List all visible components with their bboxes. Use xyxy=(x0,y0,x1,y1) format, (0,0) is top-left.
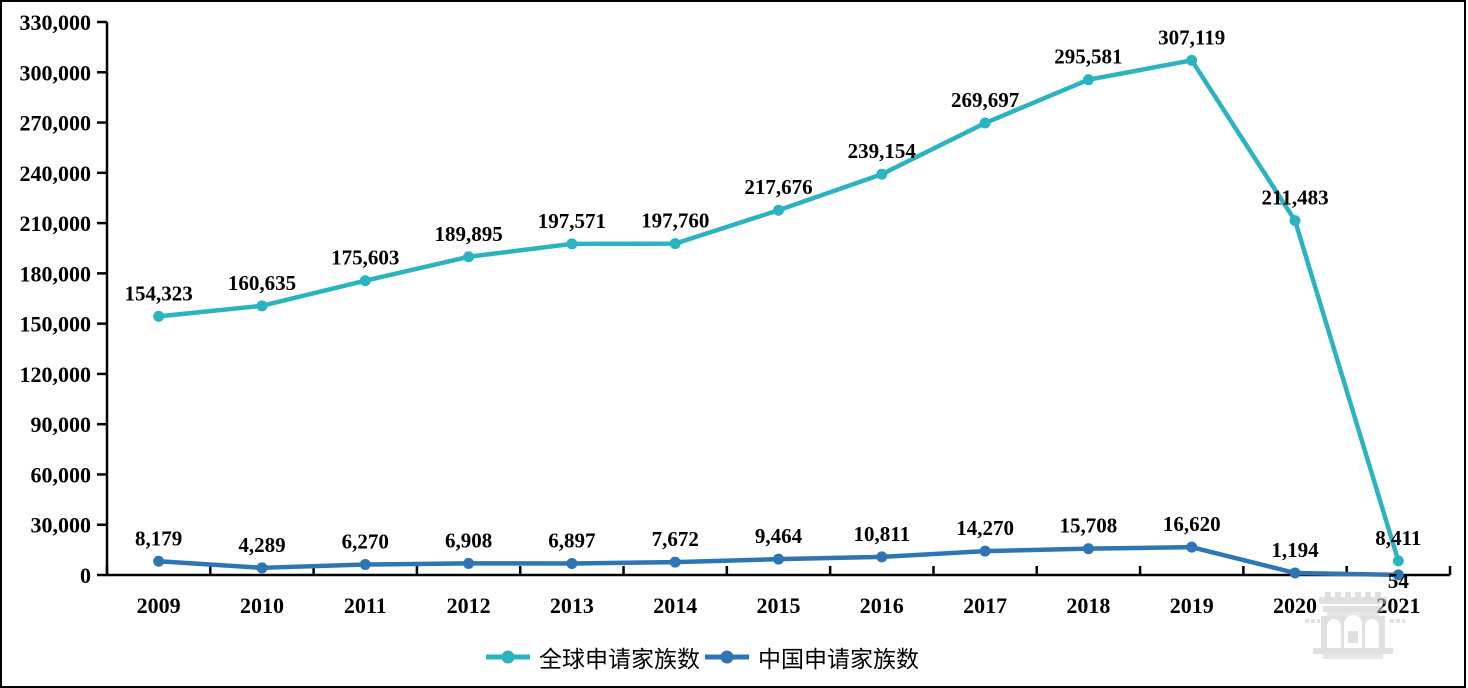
legend-item-china: 中国申请家族数 xyxy=(704,640,919,674)
data-point-marker xyxy=(773,204,784,216)
data-point-label: 160,635 xyxy=(228,271,296,295)
data-point-label: 1,194 xyxy=(1271,538,1319,562)
x-tick-label: 2020 xyxy=(1273,593,1317,618)
gate-building-watermark-icon xyxy=(1305,592,1405,659)
data-point-marker xyxy=(1392,555,1404,567)
y-tick-label: 150,000 xyxy=(20,312,92,337)
y-tick-label: 0 xyxy=(80,563,91,588)
data-point-label: 10,811 xyxy=(854,522,911,546)
x-tick-label: 2017 xyxy=(963,593,1007,618)
x-tick-label: 2010 xyxy=(240,593,284,618)
data-point-marker xyxy=(1289,215,1301,227)
data-point-label: 9,464 xyxy=(755,524,803,548)
data-point-label: 15,708 xyxy=(1060,514,1118,538)
data-point-marker xyxy=(1392,569,1404,581)
y-tick-label: 300,000 xyxy=(20,60,92,85)
y-tick-label: 120,000 xyxy=(20,362,92,387)
y-tick-label: 210,000 xyxy=(20,211,92,236)
data-point-label: 54 xyxy=(1388,569,1410,593)
data-point-marker xyxy=(1186,54,1198,66)
data-point-marker xyxy=(1082,74,1094,86)
data-point-marker xyxy=(153,310,165,322)
data-point-marker xyxy=(979,117,991,129)
data-point-label: 211,483 xyxy=(1261,186,1328,210)
data-point-label: 189,895 xyxy=(434,222,502,246)
x-tick-label: 2013 xyxy=(550,593,594,618)
data-point-marker xyxy=(256,562,268,574)
data-point-marker xyxy=(359,275,371,287)
data-point-label: 16,620 xyxy=(1163,512,1221,536)
legend-label-china: 中国申请家族数 xyxy=(758,647,919,672)
data-point-marker xyxy=(566,557,578,569)
data-point-label: 197,760 xyxy=(641,209,709,233)
data-point-label: 197,571 xyxy=(538,209,606,233)
x-tick-label: 2019 xyxy=(1170,593,1214,618)
data-point-label: 154,323 xyxy=(125,281,193,305)
data-point-label: 4,289 xyxy=(238,533,285,557)
data-point-marker xyxy=(669,556,681,568)
y-tick-label: 180,000 xyxy=(20,261,92,286)
y-tick-label: 240,000 xyxy=(20,161,92,186)
data-point-label: 217,676 xyxy=(744,175,812,199)
data-point-label: 8,179 xyxy=(135,526,182,550)
data-point-marker xyxy=(463,557,475,569)
data-point-label: 269,697 xyxy=(951,88,1019,112)
data-point-label: 239,154 xyxy=(848,139,917,163)
data-point-label: 6,897 xyxy=(548,528,595,552)
legend-label-global: 全球申请家族数 xyxy=(539,647,700,672)
data-point-marker xyxy=(1186,541,1198,553)
data-point-marker xyxy=(773,553,784,565)
data-point-label: 6,908 xyxy=(445,528,492,552)
data-point-marker xyxy=(1082,543,1094,555)
data-point-marker xyxy=(153,555,165,567)
line-dot-marker-icon xyxy=(486,650,530,664)
x-tick-label: 2015 xyxy=(757,593,801,618)
data-point-marker xyxy=(256,300,268,312)
legend-item-global: 全球申请家族数 xyxy=(485,640,700,674)
data-point-label: 307,119 xyxy=(1158,25,1225,49)
line-dot-marker-icon xyxy=(705,650,749,664)
x-tick-label: 2016 xyxy=(860,593,904,618)
data-point-label: 6,270 xyxy=(342,529,389,553)
data-point-label: 295,581 xyxy=(1054,45,1122,69)
data-point-marker xyxy=(979,545,991,557)
series-line xyxy=(156,58,1401,564)
data-point-marker xyxy=(566,238,578,250)
data-point-marker xyxy=(876,168,888,180)
x-tick-label: 2009 xyxy=(137,593,181,618)
data-point-marker xyxy=(463,251,475,263)
x-tick-label: 2012 xyxy=(447,593,491,618)
data-point-label: 8,411 xyxy=(1375,526,1421,550)
x-tick-label: 2011 xyxy=(344,593,387,618)
x-tick-label: 2014 xyxy=(653,593,697,618)
data-point-label: 7,672 xyxy=(652,527,699,551)
y-tick-label: 90,000 xyxy=(31,412,92,437)
data-point-marker xyxy=(359,558,371,570)
data-point-marker xyxy=(876,551,888,563)
data-point-marker xyxy=(1289,567,1301,579)
y-tick-label: 330,000 xyxy=(20,10,92,35)
data-point-label: 175,603 xyxy=(331,246,399,270)
data-point-marker xyxy=(669,238,681,250)
y-tick-label: 60,000 xyxy=(31,462,92,487)
chart-legend: 全球申请家族数 中国申请家族数 xyxy=(0,640,1404,674)
data-point-label: 14,270 xyxy=(956,516,1014,540)
y-tick-label: 270,000 xyxy=(20,111,92,136)
x-tick-label: 2018 xyxy=(1066,593,1110,618)
y-tick-label: 30,000 xyxy=(31,513,92,538)
